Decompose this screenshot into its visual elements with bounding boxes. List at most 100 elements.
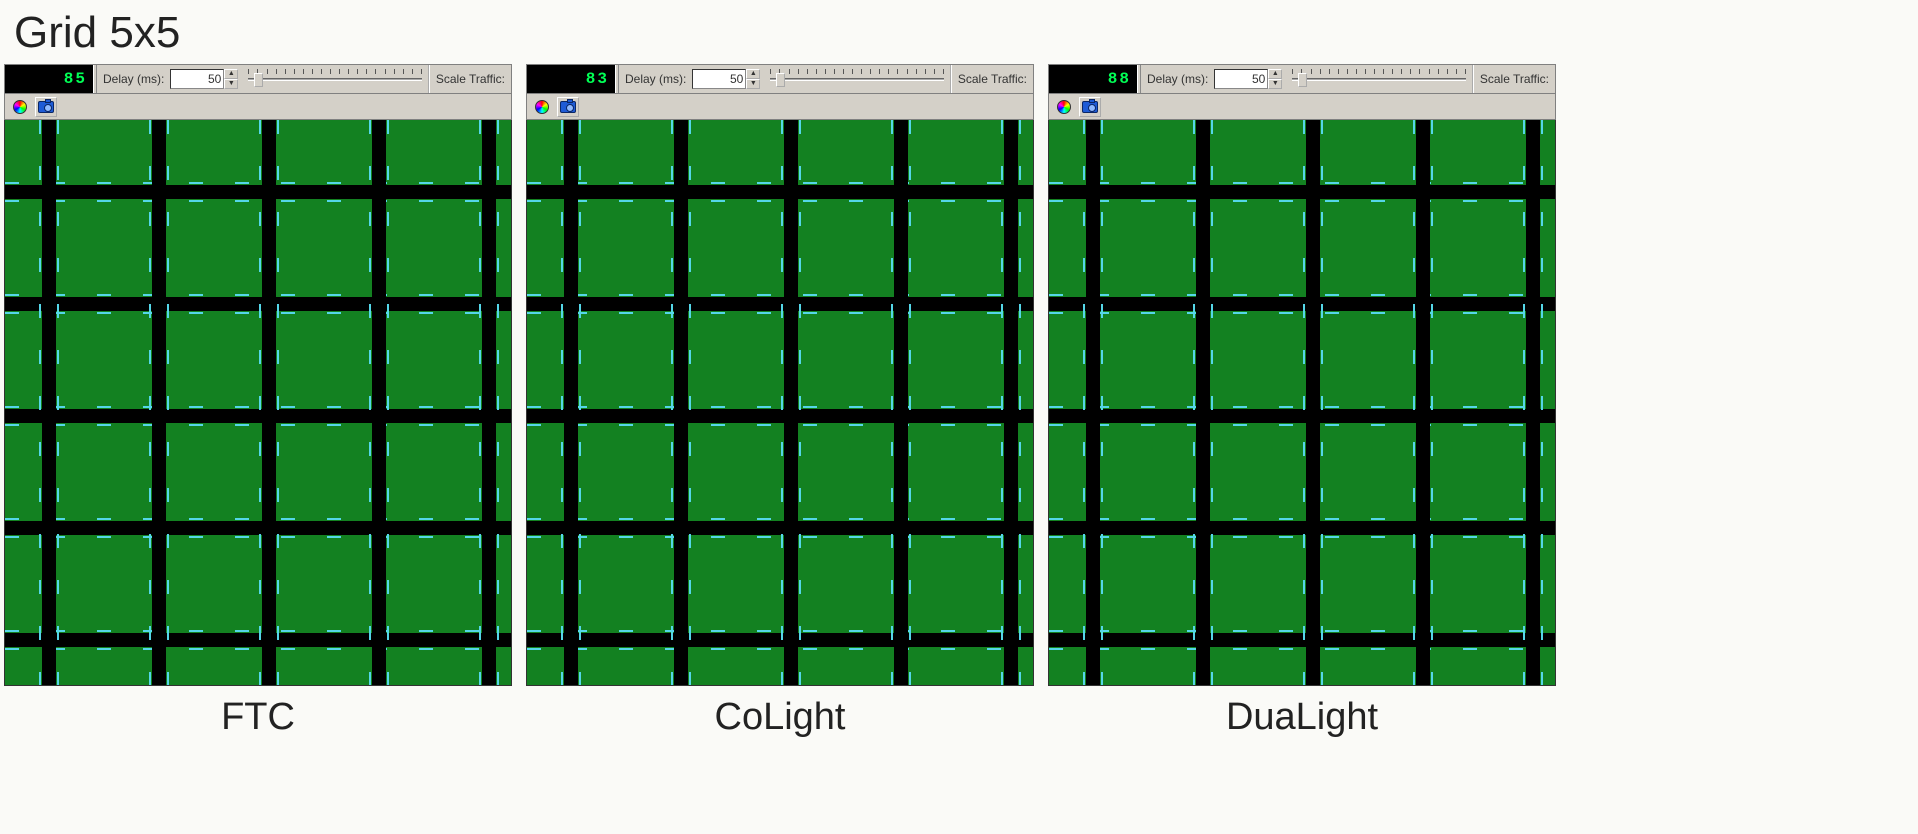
step-counter-lcd: 85 bbox=[5, 65, 93, 93]
scale-traffic-label: Scale Traffic: bbox=[428, 65, 511, 93]
road-vertical bbox=[152, 120, 166, 685]
road-vertical bbox=[372, 120, 386, 685]
lane-marking bbox=[1049, 648, 1555, 650]
spinner-up-icon[interactable]: ▲ bbox=[224, 69, 238, 79]
lane-marking bbox=[527, 182, 1033, 184]
slider-track bbox=[248, 78, 422, 81]
road-horizontal bbox=[5, 633, 511, 647]
color-settings-button[interactable] bbox=[531, 97, 553, 117]
delay-spinner[interactable]: ▲▼ bbox=[1268, 69, 1282, 89]
road-horizontal bbox=[5, 185, 511, 199]
road-horizontal bbox=[527, 409, 1033, 423]
lane-marking bbox=[909, 120, 911, 685]
road-horizontal bbox=[1049, 633, 1555, 647]
lane-marking bbox=[1413, 120, 1415, 685]
lane-marking bbox=[1303, 120, 1305, 685]
sim-panel: 83Delay (ms):50▲▼Scale Traffic:CoLight bbox=[526, 64, 1034, 739]
road-vertical bbox=[1526, 120, 1540, 685]
sim-panel: 88Delay (ms):50▲▼Scale Traffic:DuaLight bbox=[1048, 64, 1556, 739]
lane-marking bbox=[5, 630, 511, 632]
toolbar-top: 85 Delay (ms):50▲▼ Scale Traffic: bbox=[4, 64, 512, 94]
step-counter-lcd: 83 bbox=[527, 65, 615, 93]
lane-marking bbox=[1049, 406, 1555, 408]
panel-label: FTC bbox=[4, 686, 512, 739]
color-settings-button[interactable] bbox=[9, 97, 31, 117]
lane-marking bbox=[1001, 120, 1003, 685]
slider-ticks bbox=[248, 69, 422, 75]
road-vertical bbox=[1196, 120, 1210, 685]
slider-ticks bbox=[770, 69, 944, 75]
camera-icon bbox=[560, 101, 576, 113]
delay-input[interactable]: 50 bbox=[692, 69, 746, 89]
lane-marking bbox=[1049, 312, 1555, 314]
lane-marking bbox=[5, 424, 511, 426]
lane-marking bbox=[479, 120, 481, 685]
lane-marking bbox=[799, 120, 801, 685]
road-horizontal bbox=[5, 409, 511, 423]
lane-marking bbox=[1049, 182, 1555, 184]
lane-marking bbox=[689, 120, 691, 685]
color-wheel-icon bbox=[1057, 100, 1071, 114]
spinner-down-icon[interactable]: ▼ bbox=[224, 79, 238, 89]
page-title: Grid 5x5 bbox=[0, 0, 1918, 64]
road-horizontal bbox=[1049, 521, 1555, 535]
simulation-viewport[interactable] bbox=[4, 120, 512, 686]
color-wheel-icon bbox=[13, 100, 27, 114]
delay-input[interactable]: 50 bbox=[170, 69, 224, 89]
lane-marking bbox=[369, 120, 371, 685]
simulation-viewport[interactable] bbox=[526, 120, 1034, 686]
lane-marking bbox=[5, 518, 511, 520]
slider-thumb[interactable] bbox=[254, 73, 263, 87]
simulation-viewport[interactable] bbox=[1048, 120, 1556, 686]
lane-marking bbox=[149, 120, 151, 685]
scale-traffic-label: Scale Traffic: bbox=[1472, 65, 1555, 93]
lane-marking bbox=[527, 200, 1033, 202]
delay-spinner[interactable]: ▲▼ bbox=[746, 69, 760, 89]
slider-thumb[interactable] bbox=[1298, 73, 1307, 87]
delay-input[interactable]: 50 bbox=[1214, 69, 1268, 89]
lane-marking bbox=[1049, 294, 1555, 296]
lane-marking bbox=[5, 536, 511, 538]
scale-traffic-label: Scale Traffic: bbox=[950, 65, 1033, 93]
lane-marking bbox=[1019, 120, 1021, 685]
delay-slider[interactable] bbox=[1292, 69, 1466, 89]
road-vertical bbox=[564, 120, 578, 685]
panel-label: CoLight bbox=[526, 686, 1034, 739]
spinner-down-icon[interactable]: ▼ bbox=[1268, 79, 1282, 89]
road-vertical bbox=[482, 120, 496, 685]
road-horizontal bbox=[527, 185, 1033, 199]
lane-marking bbox=[1101, 120, 1103, 685]
slider-track bbox=[770, 78, 944, 81]
color-settings-button[interactable] bbox=[1053, 97, 1075, 117]
road-vertical bbox=[894, 120, 908, 685]
lane-marking bbox=[671, 120, 673, 685]
lane-marking bbox=[527, 406, 1033, 408]
lane-marking bbox=[1049, 200, 1555, 202]
delay-slider[interactable] bbox=[770, 69, 944, 89]
lane-marking bbox=[781, 120, 783, 685]
delay-label: Delay (ms): bbox=[97, 72, 170, 86]
lane-marking bbox=[1083, 120, 1085, 685]
lane-marking bbox=[259, 120, 261, 685]
delay-spinner[interactable]: ▲▼ bbox=[224, 69, 238, 89]
lane-marking bbox=[387, 120, 389, 685]
spinner-up-icon[interactable]: ▲ bbox=[1268, 69, 1282, 79]
lane-marking bbox=[1541, 120, 1543, 685]
screenshot-button[interactable] bbox=[35, 97, 57, 117]
lane-marking bbox=[527, 648, 1033, 650]
panel-label: DuaLight bbox=[1048, 686, 1556, 739]
road-vertical bbox=[42, 120, 56, 685]
spinner-up-icon[interactable]: ▲ bbox=[746, 69, 760, 79]
lane-marking bbox=[527, 536, 1033, 538]
road-vertical bbox=[262, 120, 276, 685]
delay-slider[interactable] bbox=[248, 69, 422, 89]
screenshot-button[interactable] bbox=[557, 97, 579, 117]
step-counter-value: 88 bbox=[1108, 70, 1131, 88]
spinner-down-icon[interactable]: ▼ bbox=[746, 79, 760, 89]
lane-marking bbox=[1049, 424, 1555, 426]
screenshot-button[interactable] bbox=[1079, 97, 1101, 117]
road-vertical bbox=[1086, 120, 1100, 685]
road-vertical bbox=[1306, 120, 1320, 685]
lane-marking bbox=[527, 424, 1033, 426]
slider-thumb[interactable] bbox=[776, 73, 785, 87]
